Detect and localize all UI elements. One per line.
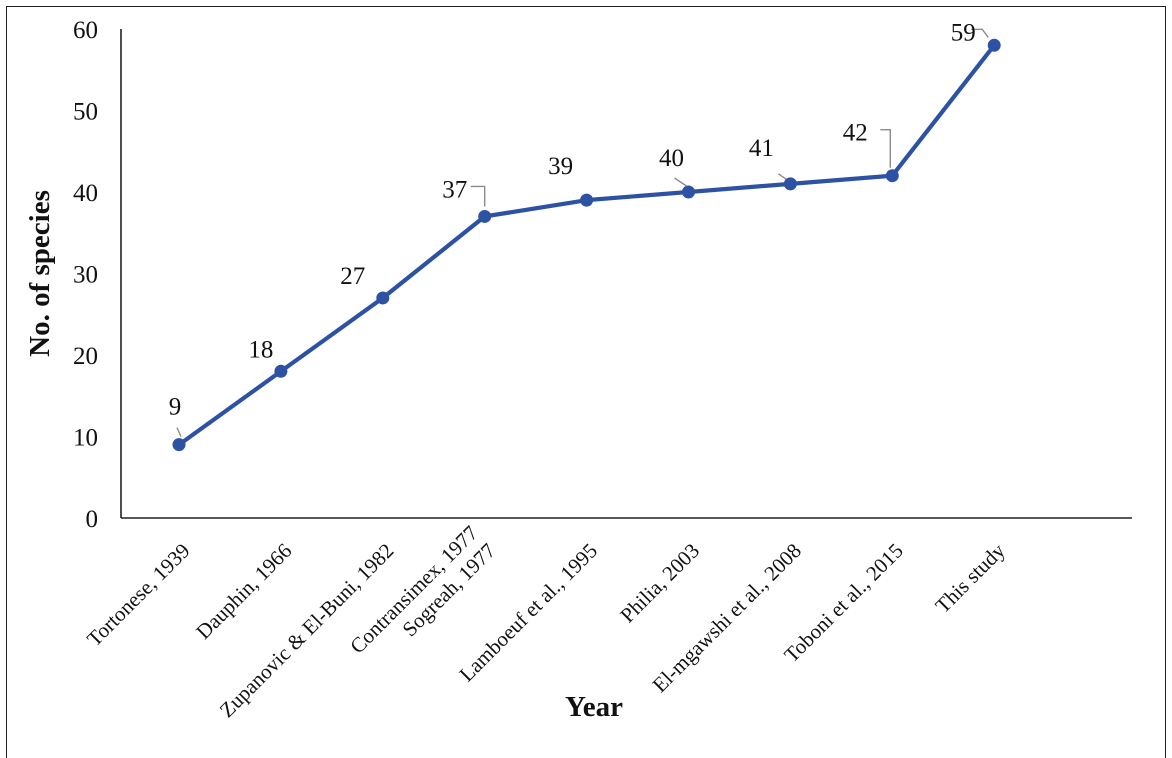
data-label-leader <box>176 427 182 437</box>
data-label: 9 <box>169 394 182 421</box>
x-tick-label: Tortonese, 1939 <box>82 539 194 651</box>
data-label: 41 <box>749 135 774 162</box>
x-tick-label-line: Philia, 2003 <box>615 539 704 628</box>
data-label: 39 <box>548 153 573 180</box>
data-label-leader <box>971 28 989 38</box>
x-tick-label-line: This study <box>930 538 1010 618</box>
x-axis-title: Year <box>565 691 623 723</box>
x-tick-label-line: Dauphin, 1966 <box>191 539 296 644</box>
y-axis-title: No. of species <box>24 190 56 357</box>
chart-frame <box>6 6 1166 758</box>
x-tick-label: This study <box>930 538 1010 618</box>
y-tick-label: 10 <box>73 425 98 452</box>
data-point <box>274 364 288 378</box>
x-tick-label: Philia, 2003 <box>615 539 704 628</box>
data-point <box>885 169 899 183</box>
y-tick-label: 60 <box>73 17 98 44</box>
data-label-leader <box>880 128 891 168</box>
data-label: 37 <box>442 176 467 203</box>
y-tick-label: 0 <box>86 506 99 533</box>
axes <box>120 29 1132 519</box>
data-label: 27 <box>340 263 365 290</box>
y-tick-label: 20 <box>73 343 98 370</box>
x-tick-label-line: Tortonese, 1939 <box>82 539 194 651</box>
data-point <box>783 177 797 191</box>
data-label-leader <box>470 185 486 207</box>
y-tick-label: 40 <box>73 180 98 207</box>
data-label: 40 <box>659 145 684 172</box>
data-label: 59 <box>951 19 976 46</box>
data-label-leaders <box>176 28 989 437</box>
data-point <box>478 209 492 223</box>
y-tick-labels: 0 10 20 30 40 50 60 <box>73 17 98 533</box>
y-tick-label: 30 <box>73 262 98 289</box>
data-label-leader <box>674 177 687 187</box>
data-points <box>172 38 1001 452</box>
data-label: 18 <box>248 336 273 363</box>
data-point <box>172 438 186 452</box>
data-point <box>580 193 594 207</box>
series-line <box>176 43 997 447</box>
x-tick-label: Dauphin, 1966 <box>191 539 296 644</box>
data-point <box>682 185 695 199</box>
data-point <box>987 38 1001 52</box>
y-tick-label: 50 <box>73 99 98 126</box>
series-line-group <box>176 43 997 447</box>
data-point <box>376 291 390 305</box>
data-label: 42 <box>843 120 868 147</box>
data-labels: 9 18 27 37 39 40 41 42 59 <box>169 19 976 420</box>
